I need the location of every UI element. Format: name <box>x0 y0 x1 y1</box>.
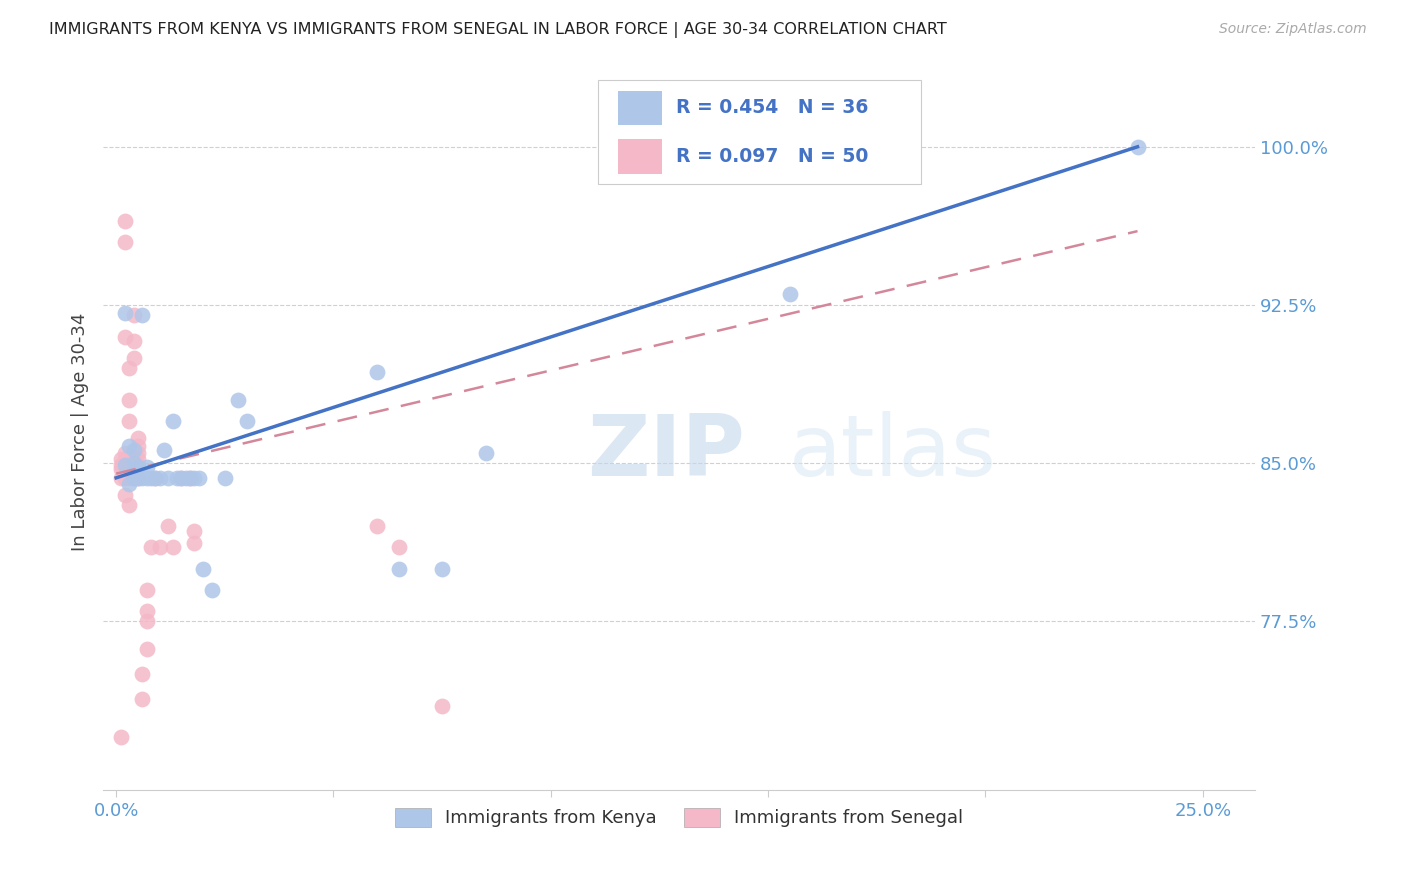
Point <box>114 458 136 473</box>
Point <box>127 458 149 473</box>
Point <box>157 471 180 485</box>
Point <box>149 541 172 555</box>
Point <box>127 471 149 485</box>
Point <box>170 471 193 485</box>
Point <box>388 541 411 555</box>
Point <box>201 582 224 597</box>
Point <box>118 498 141 512</box>
Point <box>135 641 157 656</box>
Text: ZIP: ZIP <box>586 411 745 494</box>
Point <box>127 451 149 466</box>
Point <box>366 365 388 379</box>
Point <box>118 439 141 453</box>
Point <box>118 392 141 407</box>
Point <box>174 471 197 485</box>
Point <box>430 698 453 713</box>
Point <box>122 471 145 485</box>
Point <box>114 329 136 343</box>
FancyBboxPatch shape <box>619 91 662 125</box>
Point <box>153 443 176 458</box>
Point <box>131 667 153 681</box>
Point <box>135 460 157 475</box>
Point <box>110 730 132 744</box>
Point <box>226 392 249 407</box>
Point <box>114 235 136 249</box>
Point <box>118 471 141 485</box>
Point <box>114 465 136 479</box>
Point <box>122 334 145 348</box>
Point <box>162 541 184 555</box>
Point <box>114 471 136 485</box>
Point <box>118 454 141 468</box>
FancyBboxPatch shape <box>599 80 921 184</box>
FancyBboxPatch shape <box>619 139 662 174</box>
Point <box>162 414 184 428</box>
Legend: Immigrants from Kenya, Immigrants from Senegal: Immigrants from Kenya, Immigrants from S… <box>387 801 970 835</box>
Point <box>135 614 157 628</box>
Point <box>235 414 257 428</box>
Y-axis label: In Labor Force | Age 30-34: In Labor Force | Age 30-34 <box>72 312 89 550</box>
Point <box>183 524 205 538</box>
Point <box>122 456 145 470</box>
Point <box>122 351 145 365</box>
Text: Source: ZipAtlas.com: Source: ZipAtlas.com <box>1219 22 1367 37</box>
Point <box>110 451 132 466</box>
Point <box>191 561 214 575</box>
Point <box>170 471 193 485</box>
Point <box>110 458 132 473</box>
Text: R = 0.097   N = 50: R = 0.097 N = 50 <box>675 147 868 166</box>
Point <box>118 477 141 491</box>
Point <box>110 462 132 476</box>
Point <box>214 471 236 485</box>
Point <box>122 456 145 470</box>
Point <box>114 458 136 473</box>
Point <box>183 536 205 550</box>
Text: IMMIGRANTS FROM KENYA VS IMMIGRANTS FROM SENEGAL IN LABOR FORCE | AGE 30-34 CORR: IMMIGRANTS FROM KENYA VS IMMIGRANTS FROM… <box>49 22 948 38</box>
Point <box>388 561 411 575</box>
Point <box>118 361 141 376</box>
Point <box>179 471 201 485</box>
Point <box>1126 140 1149 154</box>
Point <box>143 471 166 485</box>
Point <box>110 471 132 485</box>
Point <box>127 439 149 453</box>
Point <box>366 519 388 533</box>
Point <box>114 445 136 459</box>
Point <box>122 309 145 323</box>
Text: atlas: atlas <box>789 411 997 494</box>
Point <box>127 431 149 445</box>
Point <box>139 471 162 485</box>
Point <box>131 471 153 485</box>
Point <box>135 604 157 618</box>
Point <box>179 471 201 485</box>
Point <box>114 306 136 320</box>
Point <box>430 561 453 575</box>
Point <box>122 443 145 458</box>
Point <box>183 471 205 485</box>
Point <box>149 471 172 485</box>
Point <box>131 692 153 706</box>
Point <box>474 445 496 459</box>
Point <box>157 519 180 533</box>
Point <box>779 287 801 301</box>
Point <box>135 471 157 485</box>
Text: R = 0.454   N = 36: R = 0.454 N = 36 <box>675 98 868 118</box>
Point <box>118 414 141 428</box>
Point <box>122 471 145 485</box>
Point <box>114 488 136 502</box>
Point <box>114 451 136 466</box>
Point <box>139 541 162 555</box>
Point <box>127 445 149 459</box>
Point <box>166 471 188 485</box>
Point <box>127 471 149 485</box>
Point <box>122 451 145 466</box>
Point <box>114 213 136 227</box>
Point <box>131 309 153 323</box>
Point <box>187 471 209 485</box>
Point <box>143 471 166 485</box>
Point <box>127 460 149 475</box>
Point <box>135 582 157 597</box>
